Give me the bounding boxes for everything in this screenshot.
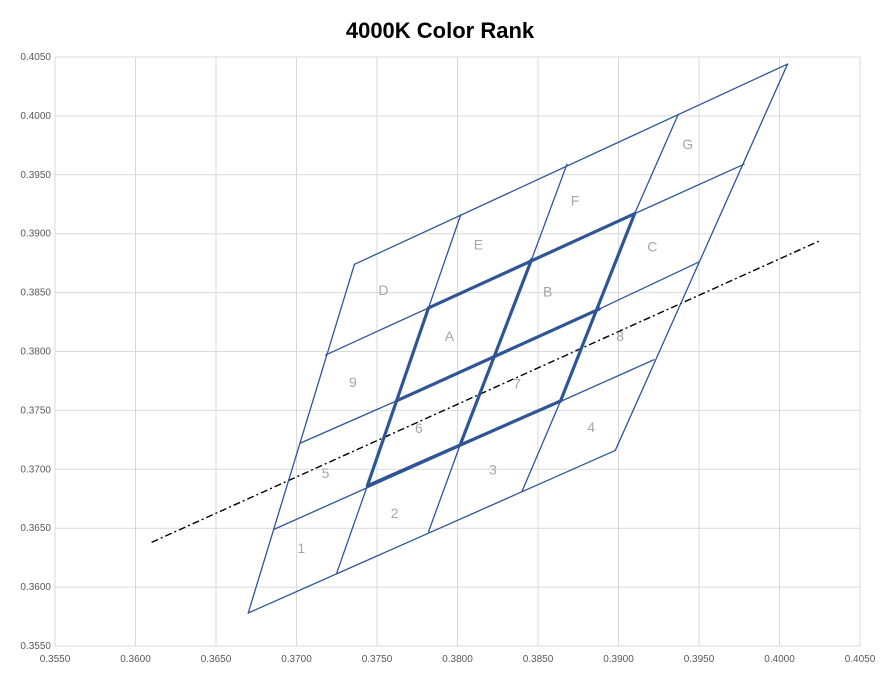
y-tick-label: 0.3600	[20, 582, 51, 593]
bin-line-horizontal	[324, 307, 430, 356]
x-tick-label: 0.3950	[684, 654, 715, 665]
bin-line-vertical	[365, 306, 431, 488]
bin-label-5: 5	[322, 465, 330, 481]
y-tick-label: 0.3700	[20, 464, 51, 475]
x-tick-label: 0.3550	[40, 654, 71, 665]
bin-label-7: 7	[513, 375, 521, 391]
bin-label-3: 3	[489, 461, 497, 477]
y-tick-label: 0.4000	[20, 111, 51, 122]
y-tick-label: 0.3800	[20, 347, 51, 358]
bin-label-d: D	[378, 282, 388, 298]
bin-line-vertical	[247, 263, 356, 614]
y-tick-label: 0.3850	[20, 288, 51, 299]
x-tick-label: 0.3750	[362, 654, 393, 665]
bin-line-horizontal	[598, 261, 700, 310]
bin-line-horizontal	[353, 63, 789, 265]
bin-label-9: 9	[349, 374, 357, 390]
x-tick-label: 0.3700	[281, 654, 312, 665]
blackbody-locus-line	[151, 240, 821, 543]
y-tick-label: 0.4050	[20, 52, 51, 63]
bin-label-4: 4	[587, 419, 595, 435]
bin-label-b: B	[543, 283, 552, 299]
y-tick-label: 0.3950	[20, 170, 51, 181]
y-tick-label: 0.3750	[20, 405, 51, 416]
y-tick-label: 0.3900	[20, 229, 51, 240]
bin-label-a: A	[445, 328, 455, 344]
bin-line-vertical	[558, 212, 637, 403]
bin-label-8: 8	[616, 328, 624, 344]
bin-line-vertical	[614, 63, 789, 452]
bin-line-horizontal	[365, 399, 563, 488]
bin-line-horizontal	[247, 449, 616, 614]
bin-label-2: 2	[391, 505, 399, 521]
bin-label-c: C	[647, 239, 657, 255]
x-tick-label: 0.4000	[764, 654, 795, 665]
bin-line-vertical	[459, 258, 534, 445]
bin-label-g: G	[682, 136, 693, 152]
x-tick-label: 0.3800	[442, 654, 473, 665]
y-tick-label: 0.3550	[20, 641, 51, 652]
x-tick-label: 0.3850	[523, 654, 554, 665]
y-tick-label: 0.3650	[20, 523, 51, 534]
x-tick-label: 0.4050	[845, 654, 876, 665]
bin-line-vertical	[521, 400, 562, 493]
bin-line-vertical	[427, 214, 462, 309]
bin-label-1: 1	[297, 540, 305, 556]
bin-line-vertical	[336, 485, 368, 574]
x-tick-label: 0.3600	[120, 654, 151, 665]
bin-label-e: E	[474, 236, 483, 252]
chart-title: 4000K Color Rank	[345, 18, 535, 43]
bin-line-horizontal	[299, 400, 397, 445]
x-tick-label: 0.3900	[603, 654, 634, 665]
bin-line-vertical	[633, 114, 679, 215]
bin-line-horizontal	[394, 307, 601, 403]
bin-line-vertical	[530, 163, 568, 261]
bin-label-f: F	[571, 193, 580, 209]
x-tick-label: 0.3650	[201, 654, 232, 665]
bin-line-vertical	[427, 442, 462, 533]
bin-line-horizontal	[633, 163, 745, 215]
bin-label-6: 6	[415, 420, 423, 436]
